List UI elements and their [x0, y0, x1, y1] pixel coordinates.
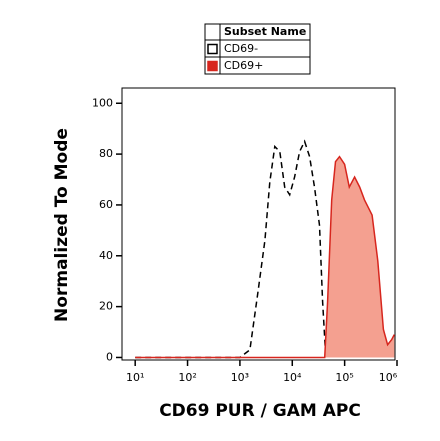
y-tick-label: 0 — [106, 350, 113, 363]
area-fill — [135, 156, 395, 358]
x-tick-label: 10⁶ — [379, 371, 398, 384]
y-tick-label: 100 — [92, 96, 113, 109]
x-tick-label: 10¹ — [126, 371, 144, 384]
x-axis-title: CD69 PUR / GAM APC — [159, 401, 361, 421]
legend-label: CD69- — [224, 42, 258, 55]
x-tick-label: 10⁵ — [335, 371, 353, 384]
y-tick-label: 80 — [99, 147, 113, 160]
legend-swatch — [207, 43, 218, 55]
x-tick-label: 10² — [178, 371, 196, 384]
x-tick-label: 10⁴ — [283, 371, 302, 384]
legend-swatch — [207, 60, 218, 72]
legend-label: CD69+ — [224, 59, 263, 72]
y-tick-label: 20 — [99, 300, 113, 313]
y-axis-title: Normalized To Mode — [52, 128, 72, 322]
legend-title: Subset Name — [224, 25, 306, 38]
x-tick-label: 10³ — [231, 371, 249, 384]
area-outline — [135, 155, 395, 359]
line — [135, 139, 327, 359]
plot-frame — [121, 87, 396, 361]
legend: Subset Name — [204, 23, 311, 75]
legend-box — [204, 23, 311, 75]
y-tick-label: 40 — [99, 249, 113, 262]
y-tick-label: 60 — [99, 198, 113, 211]
